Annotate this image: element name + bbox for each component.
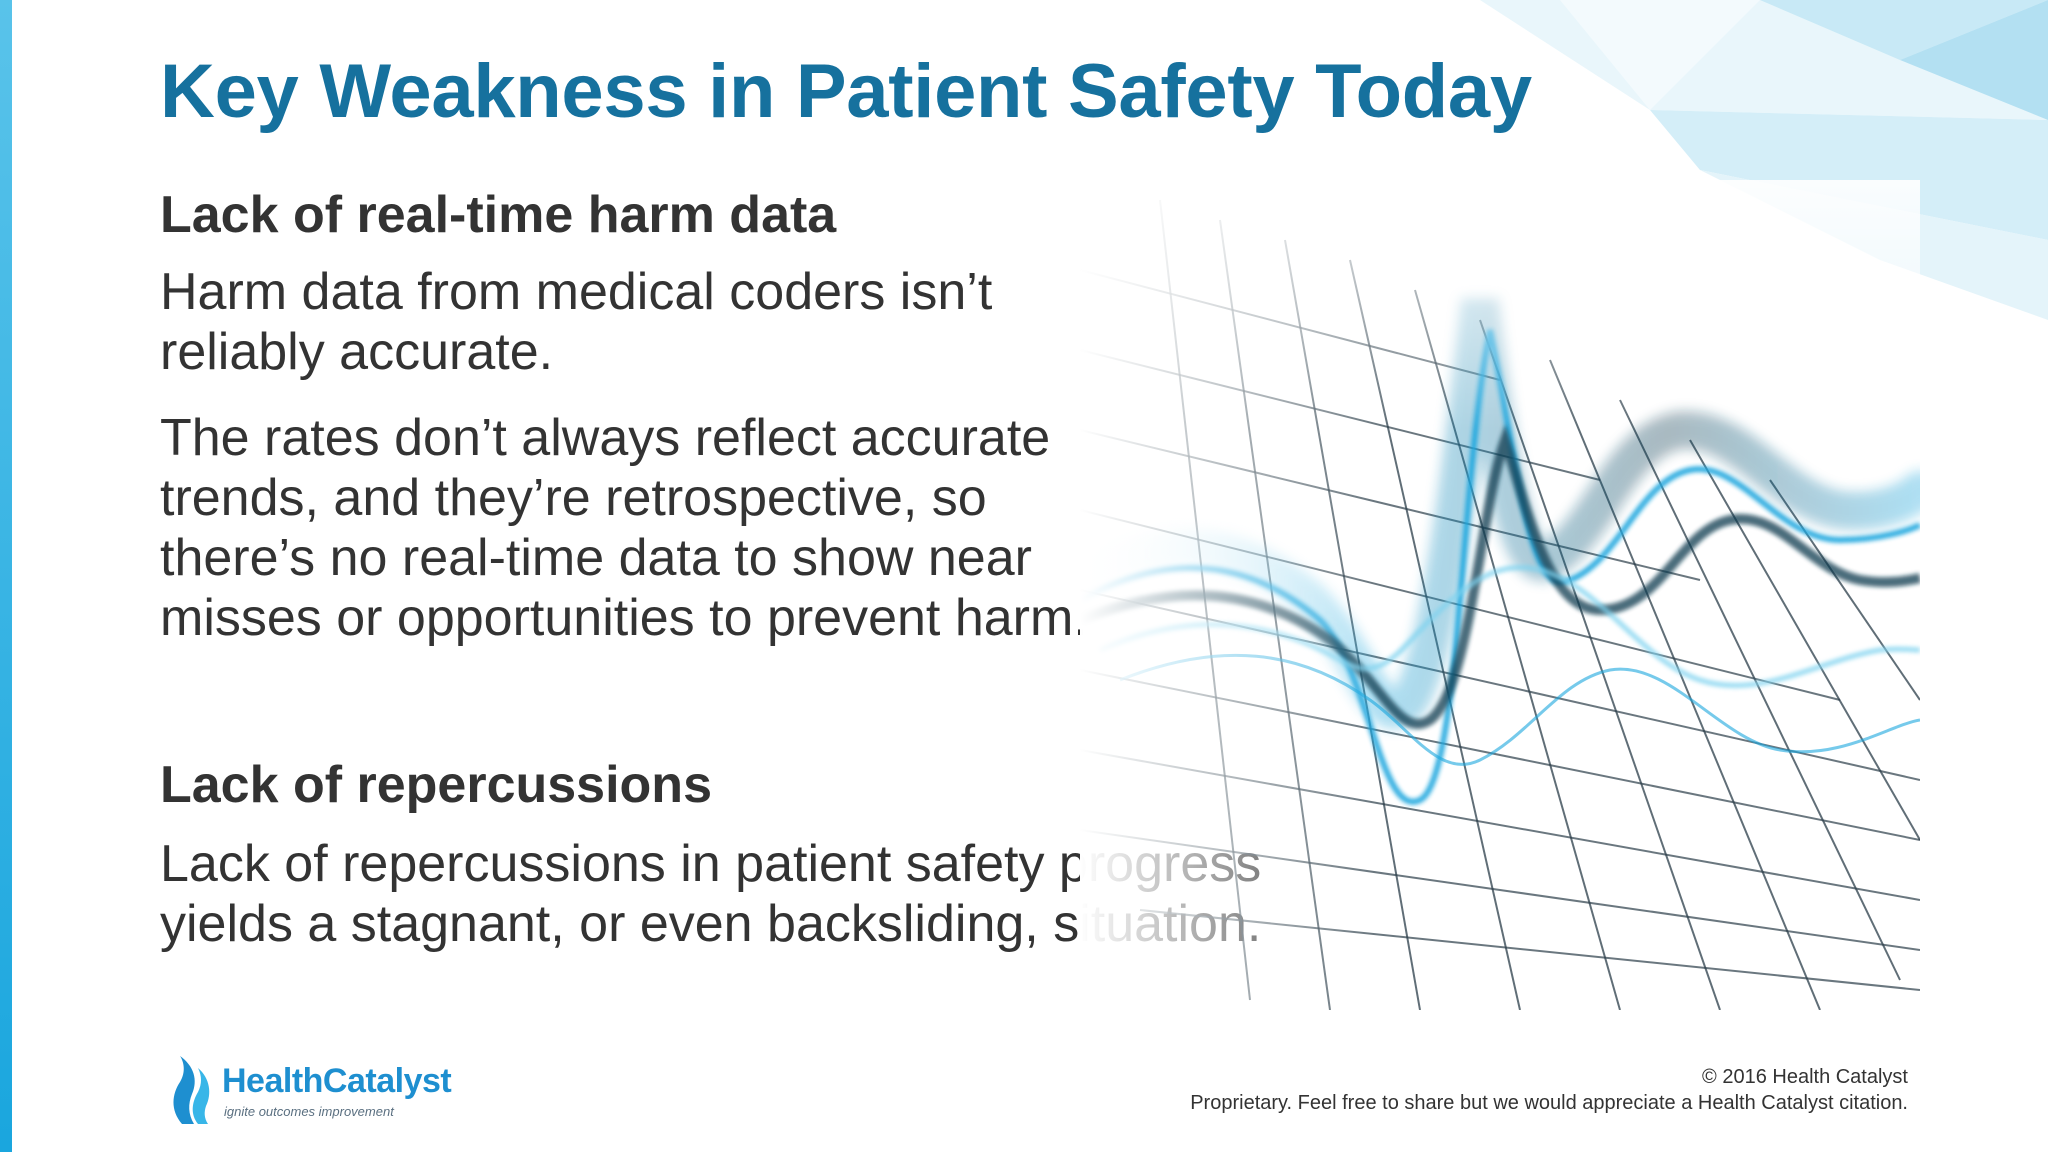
logo-tagline: ignite outcomes improvement (224, 1104, 394, 1119)
text-line: Harm data from medical coders isn’t (160, 263, 993, 321)
text-line: The rates don’t always reflect accurate (160, 409, 1051, 467)
paragraph-repercussions: Lack of repercussions in patient safety … (160, 834, 1261, 954)
logo-word-health: Health (222, 1062, 323, 1100)
footer-notice: Proprietary. Feel free to share but we w… (1190, 1092, 1908, 1114)
paragraph-retrospective-rates: The rates don’t always reflect accurate … (160, 408, 1088, 648)
text-line: trends, and they’re retrospective, so (160, 469, 987, 527)
wave-grid-graphic-icon (1080, 180, 1920, 1010)
section-heading-harm-data: Lack of real-time harm data (160, 186, 837, 244)
logo-wordmark: HealthCatalyst (222, 1062, 452, 1101)
health-catalyst-logo[interactable]: HealthCatalyst ignite outcomes improveme… (168, 1050, 468, 1130)
section-heading-repercussions: Lack of repercussions (160, 756, 712, 814)
footer-copyright: © 2016 Health Catalyst (1702, 1066, 1908, 1088)
text-line: there’s no real-time data to show near (160, 529, 1032, 587)
text-line: yields a stagnant, or even backsliding, … (160, 895, 1262, 953)
text-line: Lack of repercussions in patient safety … (160, 835, 1262, 893)
text-line: reliably accurate. (160, 323, 554, 381)
slide-title: Key Weakness in Patient Safety Today (160, 49, 1532, 134)
text-line: misses or opportunities to prevent harm. (160, 589, 1088, 647)
flame-logo-icon (173, 1056, 210, 1124)
logo-word-catalyst: Catalyst (322, 1062, 452, 1100)
left-accent-bar (0, 0, 12, 1152)
paragraph-coder-accuracy: Harm data from medical coders isn’t reli… (160, 262, 992, 382)
